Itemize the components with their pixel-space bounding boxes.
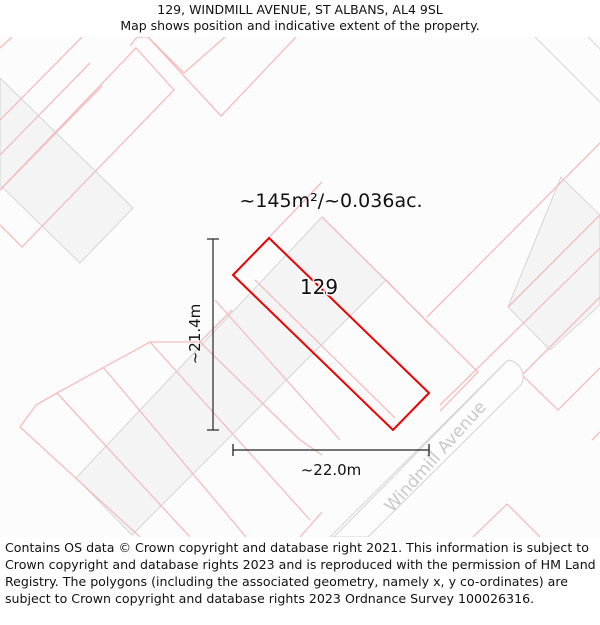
copyright-attribution: Contains OS data © Crown copyright and d… <box>5 540 596 606</box>
street-name-label: Windmill Avenue <box>381 397 491 516</box>
map-subtitle: Map shows position and indicative extent… <box>120 18 480 33</box>
building <box>0 77 134 264</box>
parcel-boundaries <box>0 37 600 537</box>
map-lines <box>534 37 600 103</box>
subject-property-boundary[interactable] <box>231 236 431 432</box>
buildings <box>0 77 600 536</box>
area-label: ~145m²/~0.036ac. <box>239 190 422 212</box>
road-windmill-avenue <box>329 359 524 537</box>
property-map[interactable]: Windmill Avenue 129 ~145m²/~0.036ac. ~21… <box>0 37 600 537</box>
height-measure-label: ~21.4m <box>186 304 204 365</box>
map-canvas: Windmill Avenue 129 ~145m²/~0.036ac. ~21… <box>0 37 600 537</box>
width-measure-label: ~22.0m <box>301 461 362 479</box>
plot-number-label: 129 <box>300 275 338 299</box>
map-header: 129, WINDMILL AVENUE, ST ALBANS, AL4 9SL… <box>0 0 600 37</box>
property-address: 129, WINDMILL AVENUE, ST ALBANS, AL4 9SL <box>157 2 443 17</box>
height-dimension <box>207 238 219 431</box>
building <box>75 216 387 536</box>
width-dimension <box>232 444 430 456</box>
building <box>507 176 600 351</box>
